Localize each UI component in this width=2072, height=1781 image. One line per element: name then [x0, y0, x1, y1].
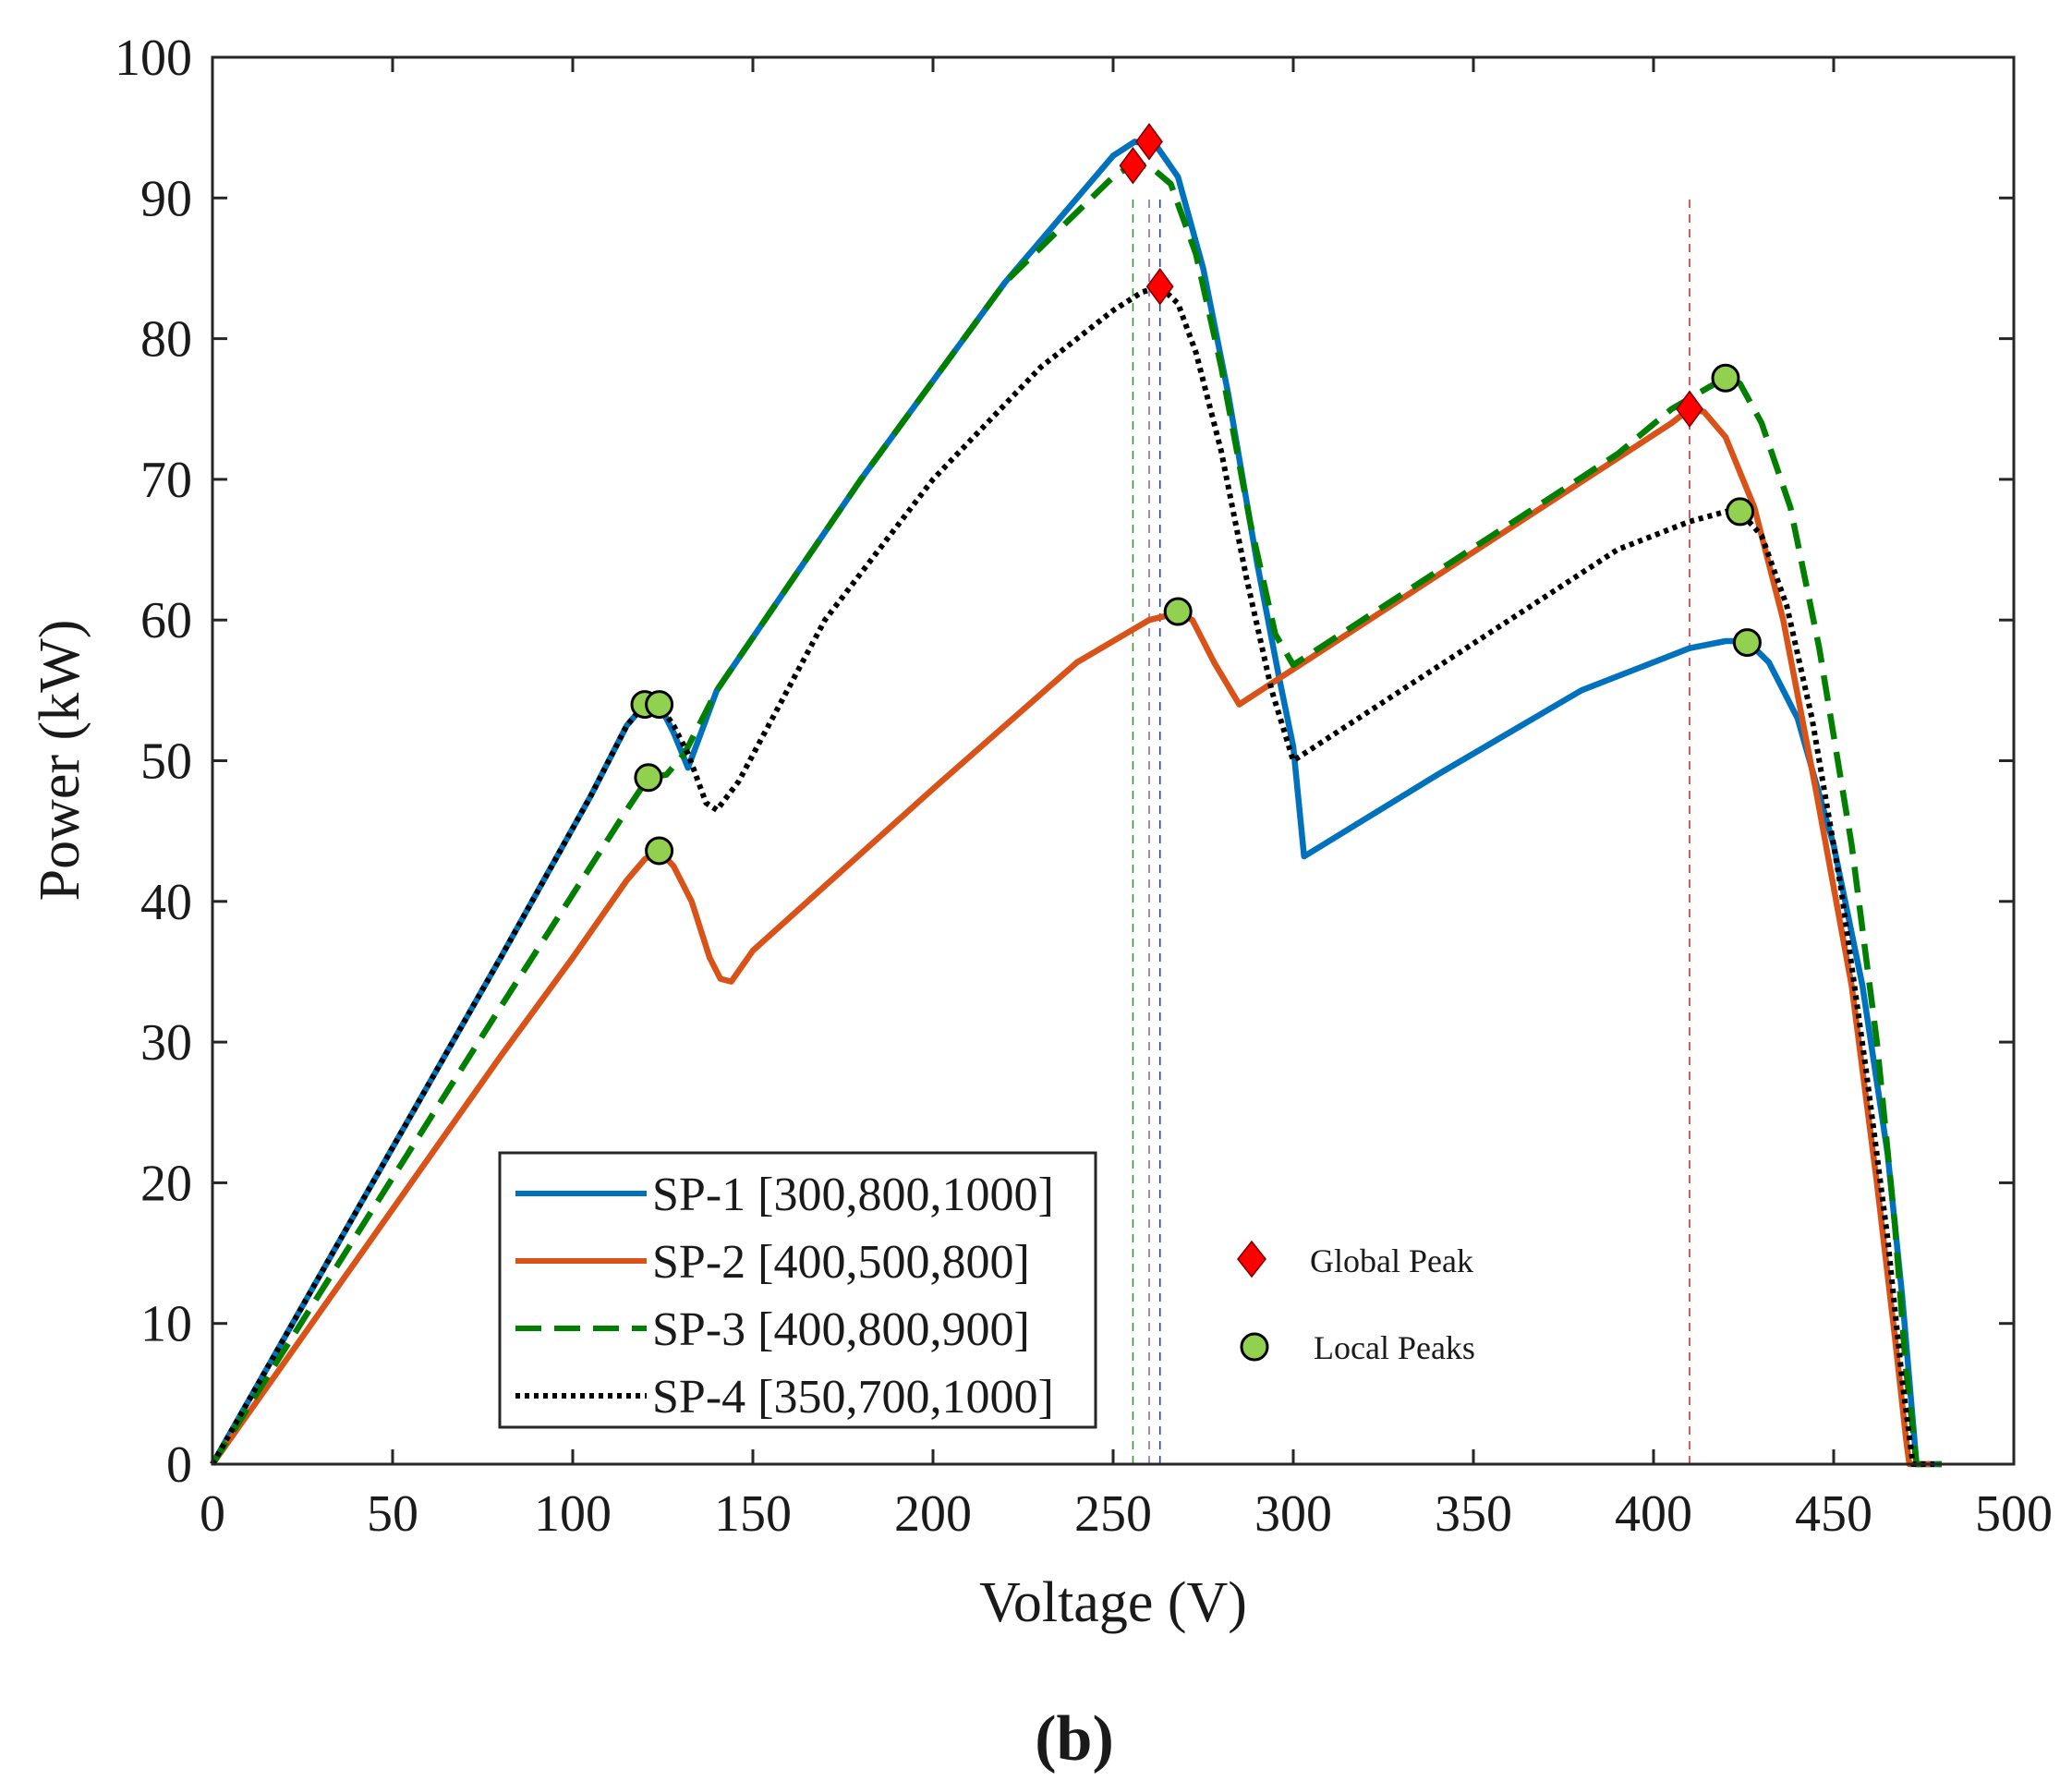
- global-peak-marker-2: [1135, 123, 1163, 161]
- legend-label-sp2: SP-2 [400,500,800]: [652, 1236, 1030, 1289]
- panel-label: (b): [1035, 1703, 1114, 1775]
- y-tick-label-70: 70: [140, 452, 192, 509]
- local-peak-marker-7: [1726, 497, 1755, 527]
- y-axis-title: Power (kW): [29, 620, 91, 902]
- y-tick-label-40: 40: [140, 874, 192, 931]
- x-tick-label-500: 500: [1975, 1485, 2053, 1543]
- global-peak-marker-3: [1145, 267, 1174, 306]
- y-tick-label-100: 100: [115, 30, 192, 87]
- x-tick-label-350: 350: [1435, 1485, 1512, 1543]
- local-peak-marker-5: [1163, 597, 1193, 626]
- x-tick-label-0: 0: [200, 1485, 225, 1543]
- global-peak-legend-label: Global Peak: [1310, 1242, 1473, 1279]
- local-peak-marker-6: [1711, 363, 1740, 393]
- y-tick-label-50: 50: [140, 733, 192, 791]
- local-peak-marker-8: [1732, 628, 1762, 658]
- legend-label-sp4: SP-4 [350,700,1000]: [652, 1371, 1054, 1424]
- marker-legend: Global Peak Local Peaks: [1237, 1240, 1475, 1366]
- x-tick-label-250: 250: [1074, 1485, 1152, 1543]
- y-tick-labels: 0 10 20 30 40 50 60 70 80 90 100: [115, 30, 192, 1494]
- axis-ticks: [211, 55, 2016, 1466]
- series-legend: SP-1 [300,800,1000] SP-2 [400,500,800] SP-…: [498, 1151, 1097, 1429]
- y-tick-label-10: 10: [140, 1296, 192, 1353]
- local-peak-legend-marker: [1240, 1332, 1269, 1362]
- y-tick-label-60: 60: [140, 592, 192, 649]
- local-peak-marker-2: [645, 690, 674, 720]
- local-peak-marker-4: [645, 836, 674, 866]
- y-tick-label-0: 0: [166, 1436, 192, 1494]
- x-tick-labels: 0 50 100 150 200 250 300 350 400 450 500: [200, 1485, 2053, 1543]
- x-tick-label-450: 450: [1795, 1485, 1872, 1543]
- legend-box: [498, 1151, 1097, 1429]
- x-tick-label-150: 150: [714, 1485, 792, 1543]
- legend-label-sp3: SP-3 [400,800,900]: [652, 1303, 1030, 1356]
- series-line-sp3: [210, 163, 1942, 1468]
- y-tick-label-90: 90: [140, 170, 192, 227]
- global-peak-marker-1: [1119, 147, 1147, 185]
- x-tick-label-100: 100: [534, 1485, 612, 1543]
- global-peak-legend-marker: [1237, 1240, 1266, 1278]
- peak-markers: [630, 123, 1762, 866]
- x-tick-label-400: 400: [1615, 1485, 1692, 1543]
- local-peak-legend-label: Local Peaks: [1314, 1329, 1475, 1366]
- global-peak-marker-4: [1676, 390, 1703, 429]
- y-tick-label-80: 80: [140, 311, 192, 369]
- legend-label-sp1: SP-1 [300,800,1000]: [652, 1169, 1054, 1221]
- x-axis-title: Voltage (V): [979, 1571, 1247, 1634]
- y-tick-label-20: 20: [140, 1155, 192, 1212]
- local-peak-marker-3: [634, 763, 663, 793]
- y-tick-label-30: 30: [140, 1014, 192, 1072]
- x-tick-label-50: 50: [367, 1485, 418, 1543]
- x-tick-label-200: 200: [894, 1485, 972, 1543]
- x-tick-label-300: 300: [1254, 1485, 1332, 1543]
